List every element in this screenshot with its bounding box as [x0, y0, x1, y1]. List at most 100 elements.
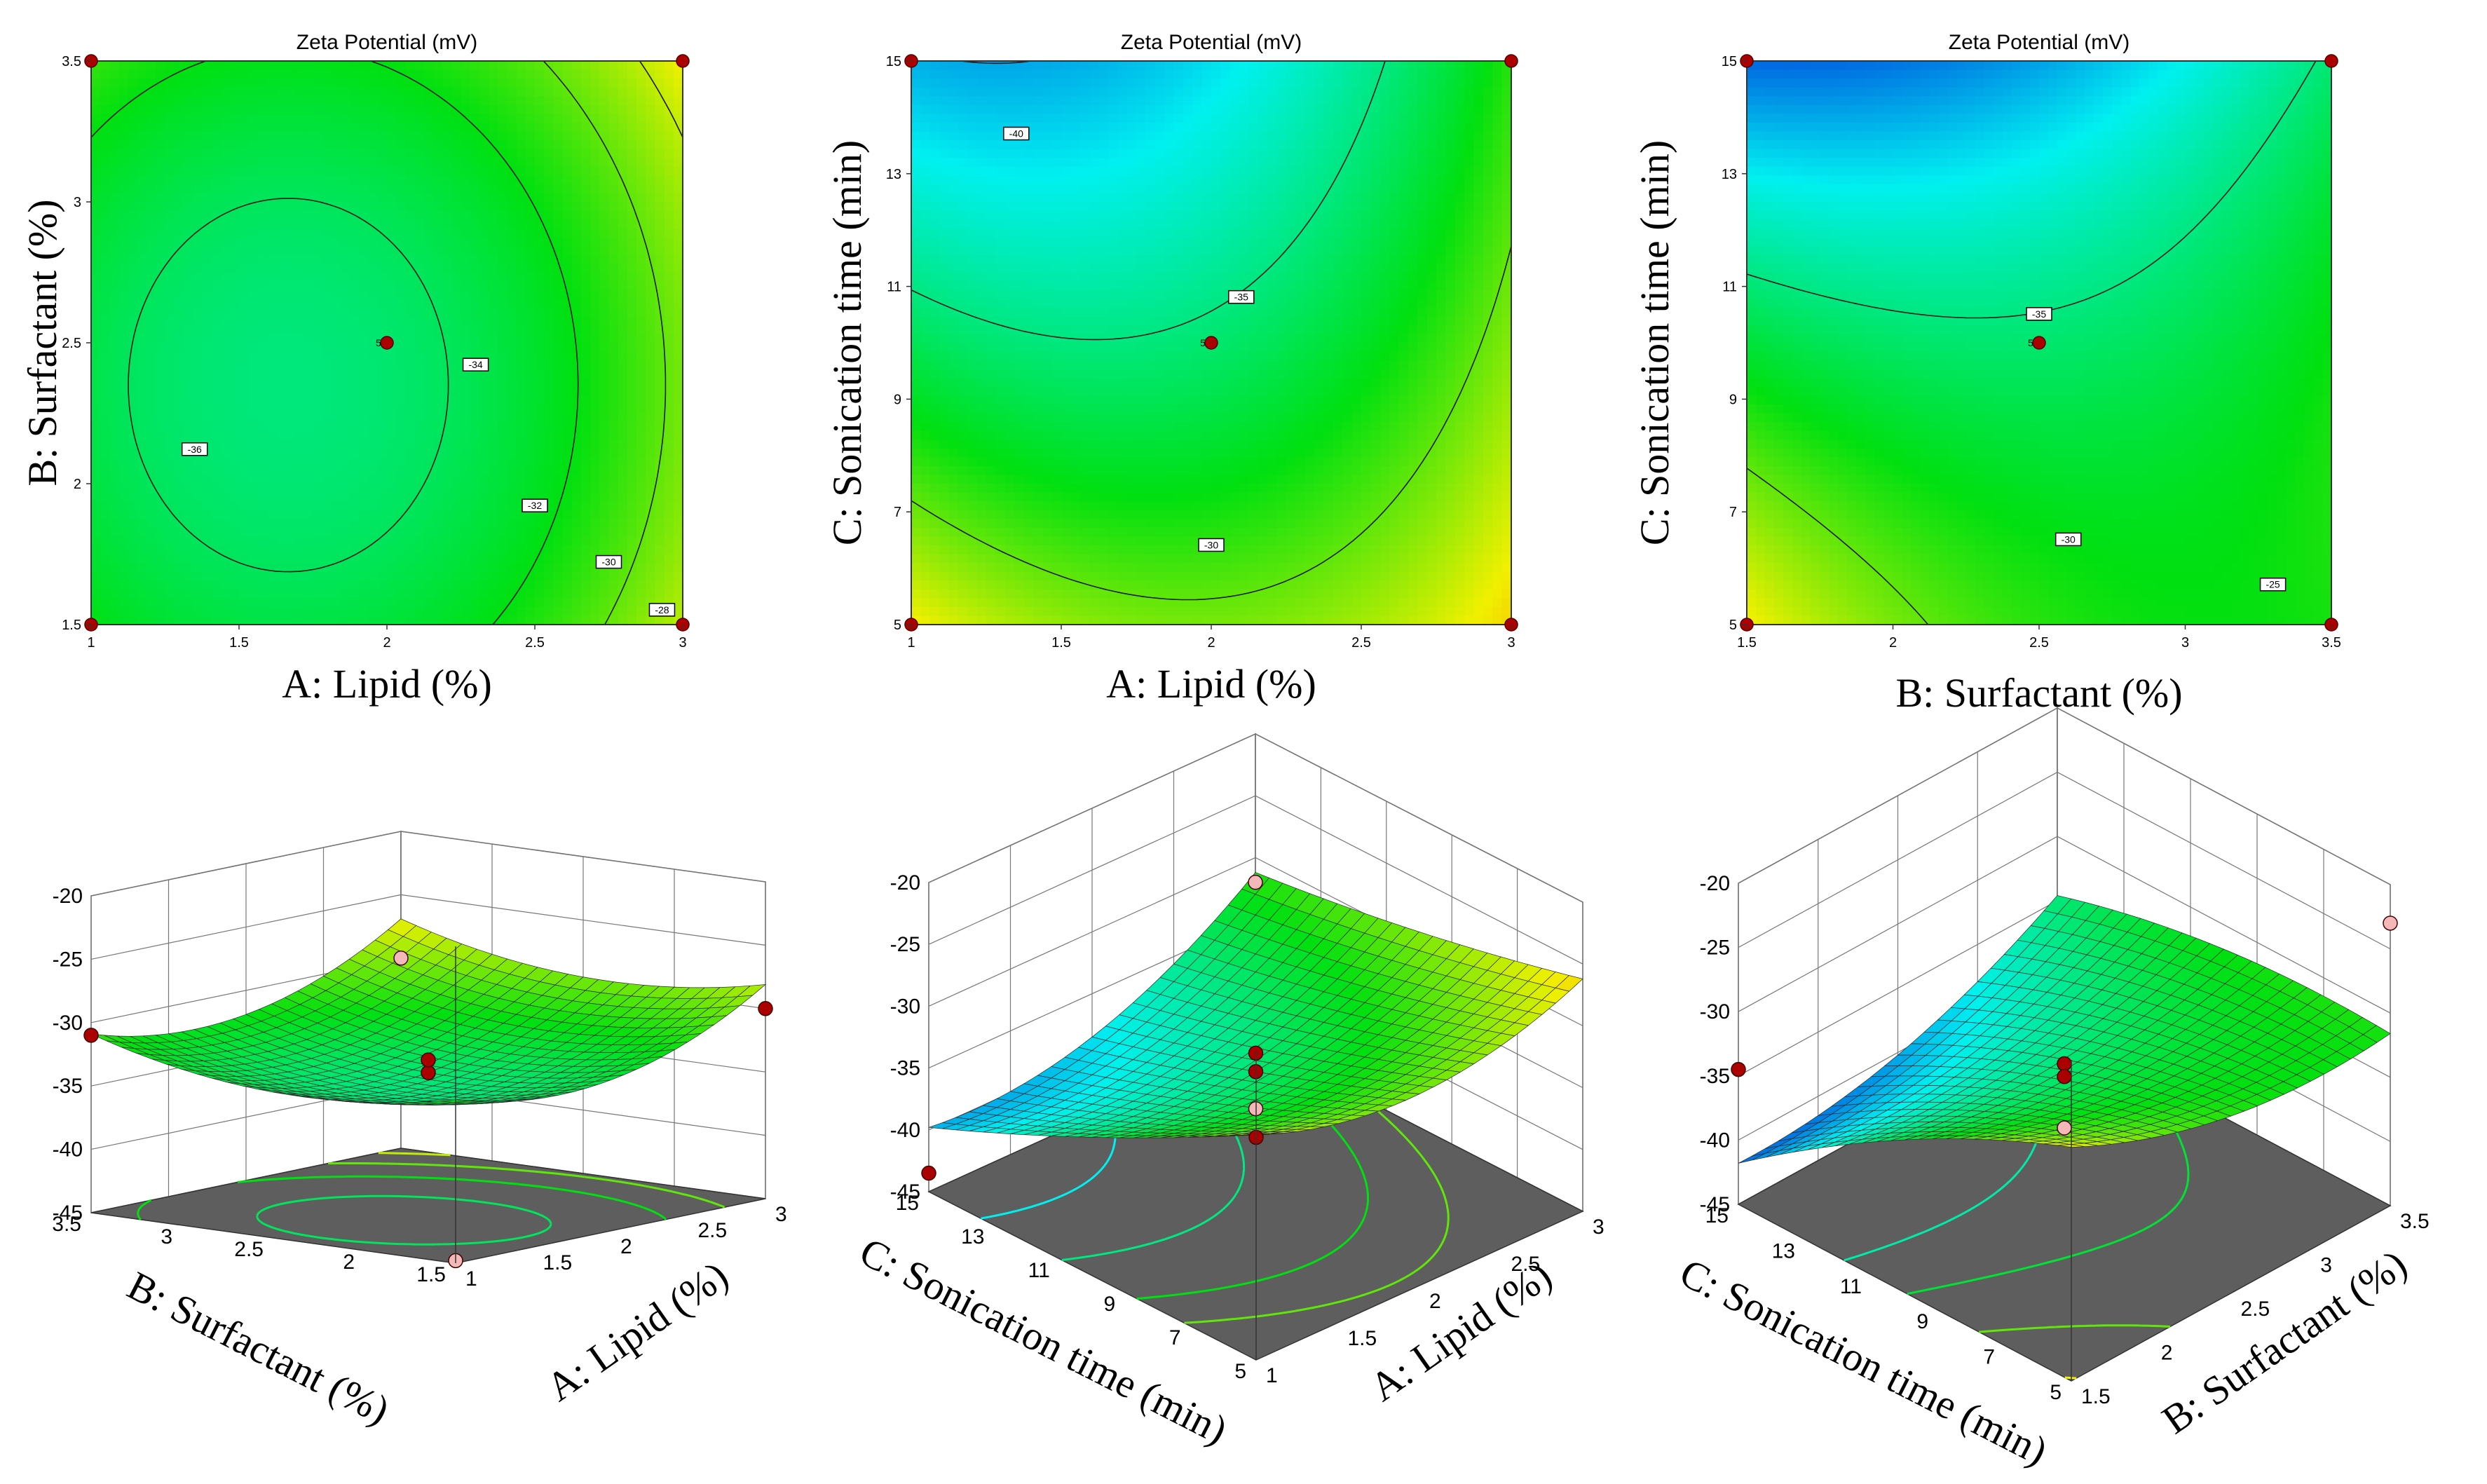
heat-cell: [470, 290, 480, 299]
heat-cell: [673, 79, 683, 88]
heat-cell: [275, 202, 286, 212]
heat-cell: [341, 245, 351, 256]
heat-cell: [91, 290, 101, 299]
heat-cell: [442, 281, 453, 291]
heat-cell: [432, 61, 443, 71]
heat-cell: [580, 343, 591, 353]
heat-cell: [929, 122, 940, 132]
heat-cell: [211, 580, 222, 590]
heat-cell: [118, 484, 129, 493]
heat-cell: [156, 395, 166, 405]
heat-cell: [580, 440, 591, 449]
heat-cell: [958, 510, 969, 520]
heat-cell: [516, 413, 526, 423]
heat-cell: [507, 131, 517, 141]
heat-cell: [304, 114, 314, 123]
heat-cell: [986, 202, 997, 212]
heat-cell: [322, 263, 332, 273]
heat-cell: [285, 166, 295, 177]
heat-cell: [608, 430, 619, 440]
heat-cell: [976, 386, 987, 397]
heat-cell: [920, 175, 931, 185]
heat-cell: [451, 492, 462, 502]
heat-cell: [553, 184, 564, 194]
heat-cell: [432, 184, 443, 194]
heat-cell: [1014, 87, 1025, 97]
heat-cell: [451, 114, 462, 123]
heat-cell: [128, 589, 138, 599]
heat-cell: [479, 536, 489, 546]
heat-cell: [646, 589, 656, 599]
heat-cell: [608, 281, 619, 291]
heat-cell: [599, 299, 610, 308]
heat-cell: [986, 325, 997, 335]
heat-cell: [414, 325, 425, 335]
heat-cell: [1023, 360, 1034, 370]
heat-cell: [636, 263, 647, 273]
heat-cell: [553, 272, 564, 282]
heat-cell: [929, 519, 940, 529]
heat-cell: [948, 465, 959, 476]
heat-cell: [377, 140, 388, 150]
heat-cell: [359, 210, 369, 220]
heat-cell: [1004, 316, 1015, 326]
heat-cell: [275, 492, 286, 502]
heat-cell: [673, 536, 683, 546]
heat-cell: [331, 536, 341, 546]
heat-cell: [331, 290, 341, 299]
heat-cell: [266, 245, 277, 256]
heat-cell: [100, 343, 111, 353]
heat-cell: [341, 69, 351, 79]
heat-cell: [516, 281, 526, 291]
heat-cell: [655, 422, 665, 432]
heat-cell: [911, 475, 922, 484]
heat-cell: [1033, 61, 1044, 71]
heat-cell: [128, 104, 138, 115]
heat-cell: [147, 519, 157, 529]
heat-cell: [489, 430, 499, 440]
heat-cell: [275, 545, 286, 555]
heat-cell: [211, 237, 222, 247]
heat-cell: [976, 325, 987, 335]
heat-cell: [128, 475, 138, 484]
heat-cell: [304, 360, 314, 370]
heat-cell: [100, 492, 111, 502]
heat-cell: [165, 351, 175, 361]
heat-cell: [359, 440, 369, 449]
heat-cell: [183, 131, 193, 141]
heat-cell: [414, 96, 425, 106]
heat-cell: [571, 290, 582, 299]
heat-cell: [183, 272, 193, 282]
heat-cell: [432, 457, 443, 467]
heat-cell: [976, 281, 987, 291]
heat-cell: [958, 465, 969, 476]
heat-cell: [387, 378, 397, 388]
heat-cell: [544, 158, 554, 168]
heat-cell: [958, 166, 969, 177]
heat-cell: [405, 96, 416, 106]
heat-cell: [571, 422, 582, 432]
heat-cell: [646, 334, 656, 343]
heat-cell: [202, 484, 212, 493]
heat-cell: [183, 228, 193, 238]
heat-cell: [948, 325, 959, 335]
heat-cell: [627, 386, 637, 397]
heat-cell: [627, 290, 637, 299]
heat-cell: [275, 307, 286, 318]
heat-cell: [405, 122, 416, 132]
heat-cell: [911, 369, 922, 379]
heat-cell: [544, 395, 554, 405]
heat-cell: [498, 263, 508, 273]
heat-cell: [664, 96, 674, 106]
heat-cell: [929, 299, 940, 308]
heat-cell: [929, 96, 940, 106]
heat-cell: [1004, 245, 1015, 256]
heat-cell: [414, 202, 425, 212]
heat-cell: [655, 237, 665, 247]
heat-cell: [156, 484, 166, 493]
heat-cell: [396, 430, 407, 440]
heat-cell: [137, 369, 147, 379]
heat-cell: [100, 606, 111, 617]
heat-cell: [995, 166, 1006, 177]
heat-cell: [599, 131, 610, 141]
